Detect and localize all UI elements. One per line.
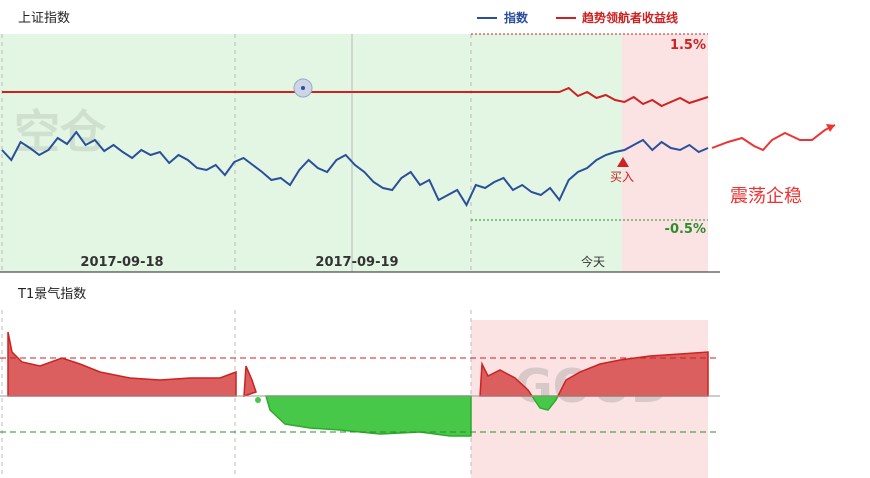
x-label-1: 2017-09-19 <box>315 255 398 270</box>
top-panel-title: 上证指数 <box>18 11 70 26</box>
lower-percent-label: -0.5% <box>665 222 706 237</box>
red-area-3 <box>479 361 534 397</box>
arrow-head-icon <box>826 124 835 132</box>
upper-percent-label: 1.5% <box>670 38 706 53</box>
pink-zone-bottom <box>471 320 708 478</box>
marker-dot <box>301 86 305 90</box>
legend-return-label: 趋势领航者收益线 <box>582 10 678 25</box>
green-dot <box>255 397 261 403</box>
x-label-0: 2017-09-18 <box>80 255 163 270</box>
side-note: 震荡企稳 <box>730 186 802 207</box>
return-line <box>2 86 709 108</box>
x-label-2: 今天 <box>581 254 605 269</box>
legend-index-label: 指数 <box>504 10 529 25</box>
watermark-text: 空仓 <box>14 105 107 159</box>
trend-arrows <box>711 124 836 152</box>
bottom-panel-title: T1景气指数 <box>17 286 86 302</box>
pink-zone-top <box>622 34 708 272</box>
green-zone-top <box>0 34 622 272</box>
index-line <box>1 130 709 208</box>
buy-label: 买入 <box>610 170 634 184</box>
red-area-1 <box>7 331 237 397</box>
buy-triangle-icon <box>617 157 629 167</box>
red-area-2 <box>243 365 257 398</box>
green-area <box>265 395 472 437</box>
